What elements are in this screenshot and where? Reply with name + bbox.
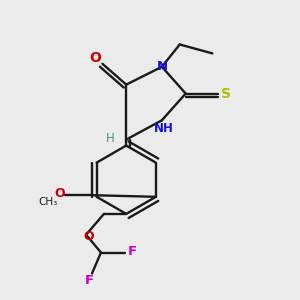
Text: F: F — [128, 244, 137, 258]
Text: NH: NH — [153, 122, 173, 135]
Text: H: H — [106, 132, 114, 145]
Text: O: O — [55, 188, 65, 200]
Text: O: O — [89, 52, 101, 65]
Text: S: S — [221, 86, 231, 100]
Text: F: F — [85, 274, 94, 287]
Text: CH₃: CH₃ — [38, 197, 58, 207]
Text: N: N — [156, 60, 167, 73]
Text: O: O — [83, 230, 94, 243]
